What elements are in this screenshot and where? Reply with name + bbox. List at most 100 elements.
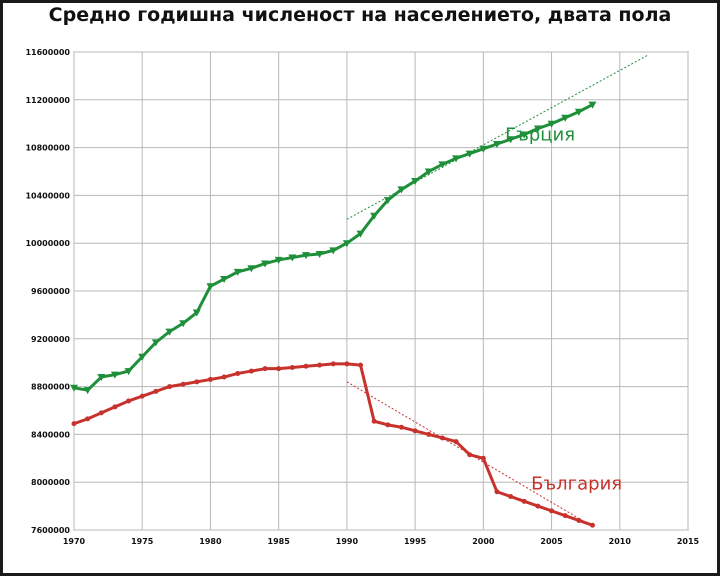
data-point [520,131,529,139]
x-tick-label: 2015 [677,537,700,546]
series-label-bulgaria: България [531,473,622,494]
data-point [153,388,159,394]
data-point [383,197,392,205]
data-point [438,161,447,169]
data-point [110,371,119,379]
data-point [508,494,514,500]
x-tick-label: 1990 [336,537,359,546]
data-point [521,498,527,504]
y-tick-label: 7600000 [31,526,70,535]
data-point [221,374,227,380]
data-point [289,364,295,370]
data-point [247,265,256,273]
data-point [479,145,488,153]
y-tick-label: 10800000 [25,144,70,153]
y-tick-label: 11200000 [25,96,70,105]
data-point [453,439,459,445]
y-tick-label: 10000000 [25,239,70,248]
data-point [533,125,542,133]
data-point [207,376,213,382]
x-tick-label: 1995 [404,537,427,546]
data-point [317,362,323,368]
y-tick-label: 8800000 [31,383,70,392]
data-point [139,393,145,399]
data-point [358,362,364,368]
data-point [370,212,379,220]
data-point [439,435,445,441]
data-point [467,452,473,458]
data-point [167,384,173,390]
data-point [397,186,406,194]
chart-title: Средно годишна численост на населението,… [48,4,672,26]
data-point [70,384,78,392]
data-point [235,370,241,376]
data-point [98,410,104,416]
data-point [112,404,118,410]
data-point [412,428,418,434]
data-point [506,136,515,144]
data-point [97,374,106,382]
data-point [574,108,583,116]
data-point [589,522,595,528]
y-tick-label: 11600000 [25,48,70,57]
data-point [248,368,254,374]
axes: 1970 1975 1980 1985 1990 1995 2000 2005 2010 2015… [25,48,699,546]
data-point [71,421,77,427]
data-point [262,366,268,372]
data-point [398,424,404,430]
data-point [233,268,242,276]
data-point [424,168,433,176]
x-tick-label: 2005 [540,537,563,546]
y-tick-label: 8400000 [31,430,70,439]
data-point [588,101,597,109]
y-tick-label: 10400000 [25,191,70,200]
data-point [494,489,500,495]
x-tick-label: 2010 [609,537,632,546]
trend-line [346,381,593,527]
data-point [329,247,338,255]
y-tick-label: 9200000 [31,335,70,344]
series-label-greece: Гърция [505,124,575,145]
data-point [288,254,297,262]
data-point [274,256,283,264]
data-point [303,363,309,369]
data-point [179,320,188,328]
y-tick-label: 9600000 [31,287,70,296]
data-point [492,141,501,149]
data-point [220,276,229,284]
data-point [562,513,568,519]
data-point [180,381,186,387]
data-point [206,283,215,291]
data-point [85,416,91,422]
series-labels: Гърция България [505,124,622,494]
x-tick-label: 1985 [268,537,291,546]
data-point [344,361,350,367]
data-point [426,431,432,437]
data-point [452,155,461,163]
data-point [192,309,201,317]
data-point [330,361,336,367]
x-tick-label: 1980 [199,537,222,546]
data-point [411,178,420,186]
y-tick-label: 8000000 [31,478,70,487]
data-point [194,379,200,385]
x-tick-label: 2000 [472,537,495,546]
data-point [480,455,486,461]
x-tick-label: 1970 [63,537,86,546]
data-point [371,418,377,424]
data-point [261,260,270,268]
data-point [151,339,160,347]
data-point [535,503,541,509]
data-point [138,353,147,361]
data-point [547,120,556,128]
data-point [276,366,282,372]
data-point [549,508,555,514]
data-point [561,114,570,122]
data-point [165,328,174,336]
data-point [83,387,92,395]
data-point [124,368,133,376]
x-tick-label: 1975 [131,537,154,546]
data-point [465,150,474,158]
series [70,101,597,528]
